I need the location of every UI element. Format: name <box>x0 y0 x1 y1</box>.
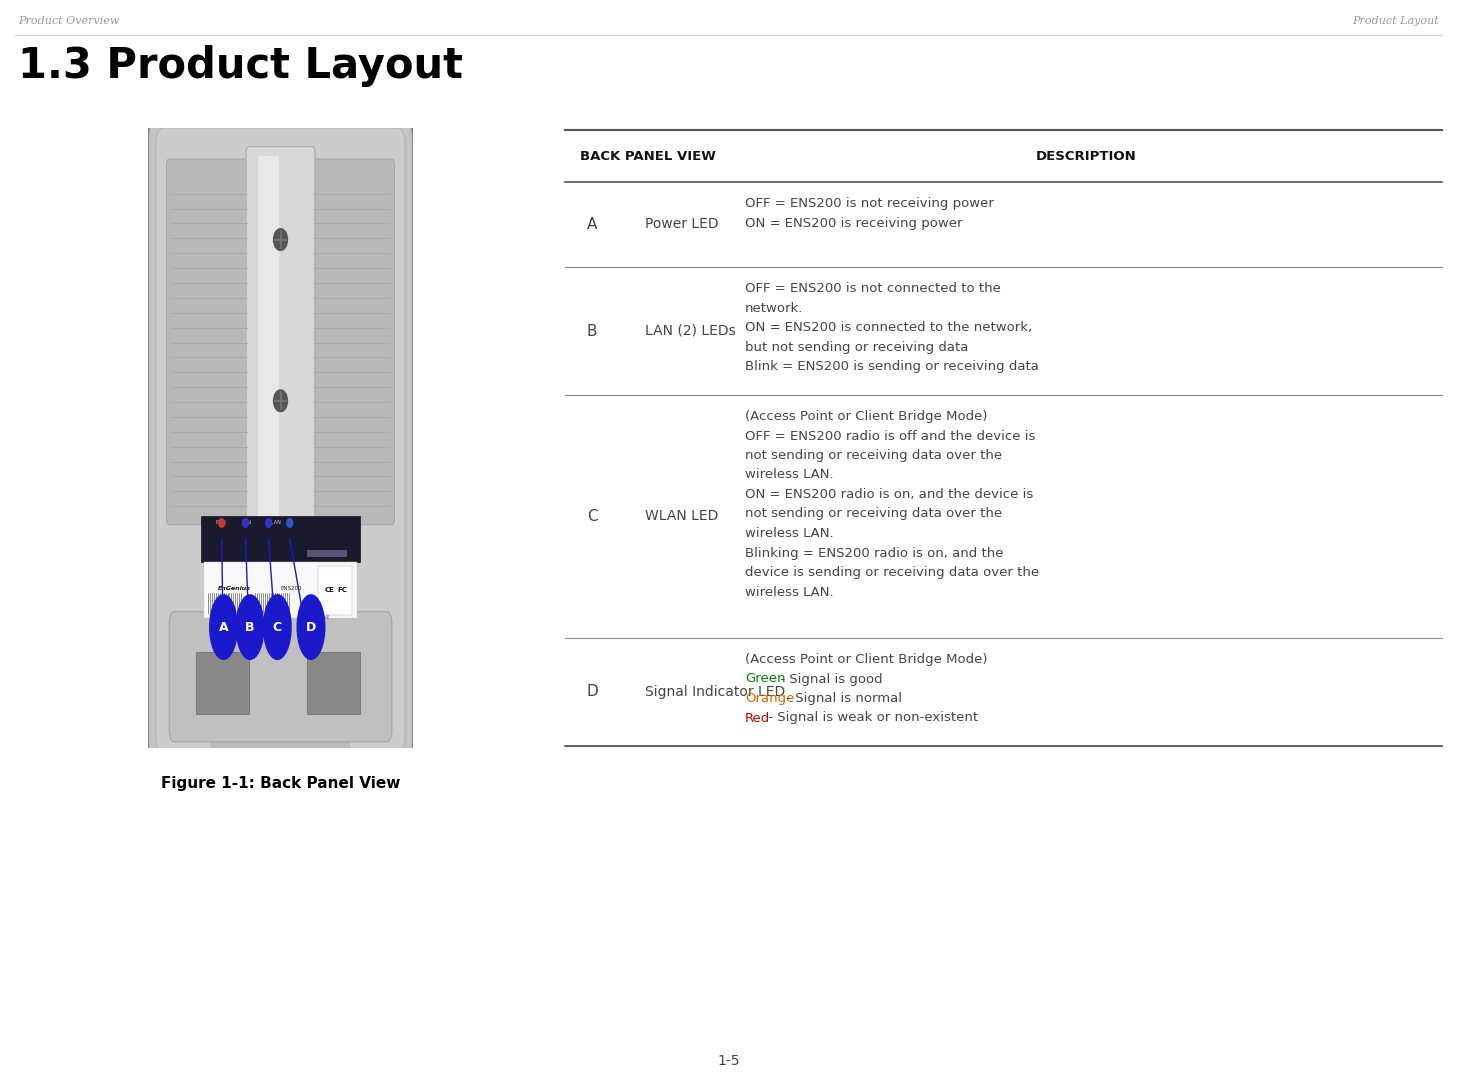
Text: Power LED: Power LED <box>645 218 718 231</box>
Text: 1.3 Product Layout: 1.3 Product Layout <box>17 45 463 87</box>
Text: C: C <box>587 509 597 524</box>
Text: (Access Point or Client Bridge Mode): (Access Point or Client Bridge Mode) <box>745 410 988 423</box>
Text: OFF = ENS200 radio is off and the device is: OFF = ENS200 radio is off and the device… <box>745 429 1036 443</box>
Text: D: D <box>587 685 599 700</box>
Text: wireless LAN.: wireless LAN. <box>745 585 833 598</box>
Text: DESCRIPTION: DESCRIPTION <box>1036 149 1136 162</box>
Text: WLAN LED: WLAN LED <box>645 509 718 523</box>
Circle shape <box>210 595 237 659</box>
Circle shape <box>264 595 291 659</box>
Text: Green: Green <box>745 673 785 686</box>
FancyBboxPatch shape <box>211 711 350 754</box>
Text: A: A <box>587 217 597 232</box>
Bar <box>204 562 357 618</box>
Text: EnGenius: EnGenius <box>219 586 251 591</box>
Text: device is sending or receiving data over the: device is sending or receiving data over… <box>745 566 1039 579</box>
Text: but not sending or receiving data: but not sending or receiving data <box>745 340 969 353</box>
Text: BACK PANEL VIEW: BACK PANEL VIEW <box>580 149 715 162</box>
Text: LAN (2) LEDs: LAN (2) LEDs <box>645 324 736 338</box>
Text: ON = ENS200 is receiving power: ON = ENS200 is receiving power <box>745 217 963 230</box>
FancyBboxPatch shape <box>156 128 405 754</box>
FancyBboxPatch shape <box>246 146 315 544</box>
Bar <box>318 566 353 616</box>
Bar <box>254 592 294 614</box>
Text: Product Overview: Product Overview <box>17 16 119 26</box>
Bar <box>307 549 347 557</box>
Text: ON = ENS200 is connected to the network,: ON = ENS200 is connected to the network, <box>745 320 1032 334</box>
Text: Figure 1-1: Back Panel View: Figure 1-1: Back Panel View <box>160 776 401 791</box>
Text: 1-5: 1-5 <box>717 1054 740 1068</box>
Text: ON = ENS200 radio is on, and the device is: ON = ENS200 radio is on, and the device … <box>745 488 1033 501</box>
Text: not sending or receiving data over the: not sending or receiving data over the <box>745 449 1002 462</box>
Text: WLAN: WLAN <box>267 520 281 525</box>
Ellipse shape <box>265 519 271 528</box>
Text: OFF = ENS200 is not receiving power: OFF = ENS200 is not receiving power <box>745 197 994 210</box>
Ellipse shape <box>243 519 249 528</box>
Text: network.: network. <box>745 302 803 315</box>
Bar <box>195 652 249 714</box>
Ellipse shape <box>274 390 287 412</box>
Text: Red: Red <box>745 712 771 725</box>
Text: Blinking = ENS200 radio is on, and the: Blinking = ENS200 radio is on, and the <box>745 546 1004 559</box>
Bar <box>207 592 246 614</box>
Text: wireless LAN.: wireless LAN. <box>745 469 833 482</box>
Text: C: C <box>272 620 281 633</box>
Text: - Signal is good: - Signal is good <box>777 673 883 686</box>
FancyBboxPatch shape <box>166 159 252 524</box>
Text: not sending or receiving data over the: not sending or receiving data over the <box>745 508 1002 521</box>
FancyBboxPatch shape <box>258 156 280 534</box>
FancyBboxPatch shape <box>149 116 412 766</box>
Bar <box>201 516 360 562</box>
Text: - Signal is weak or non-existent: - Signal is weak or non-existent <box>763 712 978 725</box>
Ellipse shape <box>274 229 287 251</box>
Text: FC: FC <box>338 586 347 593</box>
Text: (Access Point or Client Bridge Mode): (Access Point or Client Bridge Mode) <box>745 653 988 666</box>
FancyBboxPatch shape <box>169 611 392 742</box>
Text: Orange: Orange <box>745 692 794 705</box>
Text: ENS200: ENS200 <box>281 586 302 591</box>
Text: Signal Indicator LED: Signal Indicator LED <box>645 685 785 699</box>
Text: Product Layout: Product Layout <box>1352 16 1440 26</box>
Text: A: A <box>219 620 229 633</box>
Text: B: B <box>245 620 255 633</box>
Bar <box>307 652 360 714</box>
Ellipse shape <box>287 519 293 528</box>
Text: LAN: LAN <box>240 520 251 525</box>
Text: CE: CE <box>325 586 334 593</box>
Ellipse shape <box>219 519 224 528</box>
Text: wireless LAN.: wireless LAN. <box>745 526 833 540</box>
Text: - Signal is normal: - Signal is normal <box>782 692 902 705</box>
Text: PWR: PWR <box>216 520 226 525</box>
Text: D: D <box>306 620 316 633</box>
Circle shape <box>236 595 264 659</box>
FancyBboxPatch shape <box>310 159 395 524</box>
Text: OFF = ENS200 is not connected to the: OFF = ENS200 is not connected to the <box>745 282 1001 295</box>
Circle shape <box>297 595 325 659</box>
Text: LAN/PoE: LAN/PoE <box>310 614 331 619</box>
Text: Blink = ENS200 is sending or receiving data: Blink = ENS200 is sending or receiving d… <box>745 360 1039 373</box>
Text: LAN: LAN <box>236 614 246 619</box>
Text: B: B <box>587 324 597 339</box>
